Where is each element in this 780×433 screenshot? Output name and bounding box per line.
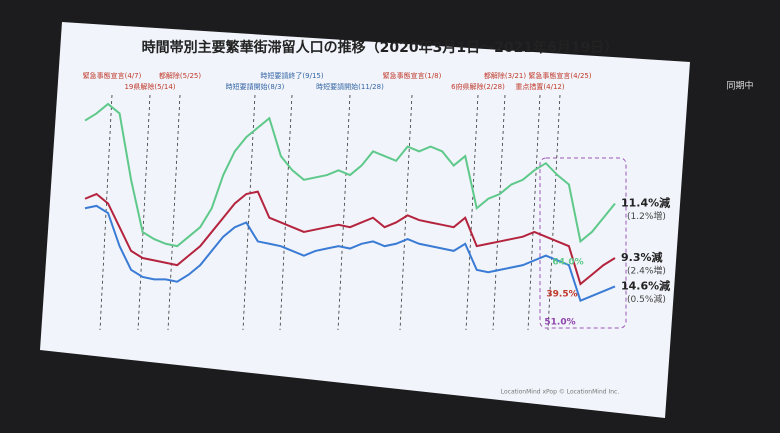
series-line: [84, 204, 616, 303]
end-label: 9.3%減: [621, 250, 663, 264]
end-label: 11.4%減: [621, 196, 670, 210]
event-label: 都解除(3/21): [484, 71, 526, 80]
event-label: 緊急事態宣言(4/25): [528, 71, 591, 80]
event-label: 6府県解除(2/28): [451, 82, 505, 91]
series-line: [84, 102, 616, 248]
end-sublabel: (0.5%減): [627, 293, 666, 305]
highlight-box: [539, 157, 627, 329]
event-label: 時短要請開始(11/28): [316, 82, 384, 91]
event-label: 時短要請終了(9/15): [260, 71, 323, 80]
corner-label: 同期中: [726, 80, 753, 92]
event-label: 19県解除(5/14): [124, 82, 175, 91]
event-label: 緊急事態宣言(4/7): [83, 71, 142, 80]
event-label: 都解除(5/25): [159, 71, 201, 80]
series-line: [84, 190, 616, 286]
source: LocationMind xPop © LocationMind Inc.: [501, 389, 620, 396]
drop-label: 51.0%: [544, 318, 575, 328]
event-label: 時短要請開始(8/3): [226, 82, 285, 91]
end-sublabel: (1.2%増): [627, 210, 666, 222]
chart-title: 時間帯別主要繁華街滞留人口の推移（2020年3月1日～2021年6月19日）: [142, 39, 619, 56]
end-sublabel: (2.4%増): [627, 265, 666, 277]
event-label: 緊急事態宣言(1/8): [383, 71, 442, 80]
end-label: 14.6%減: [621, 278, 670, 292]
drop-label: 64.0%: [552, 258, 583, 268]
drop-label: 39.5%: [546, 290, 577, 300]
event-label: 重点措置(4/12): [515, 82, 564, 91]
